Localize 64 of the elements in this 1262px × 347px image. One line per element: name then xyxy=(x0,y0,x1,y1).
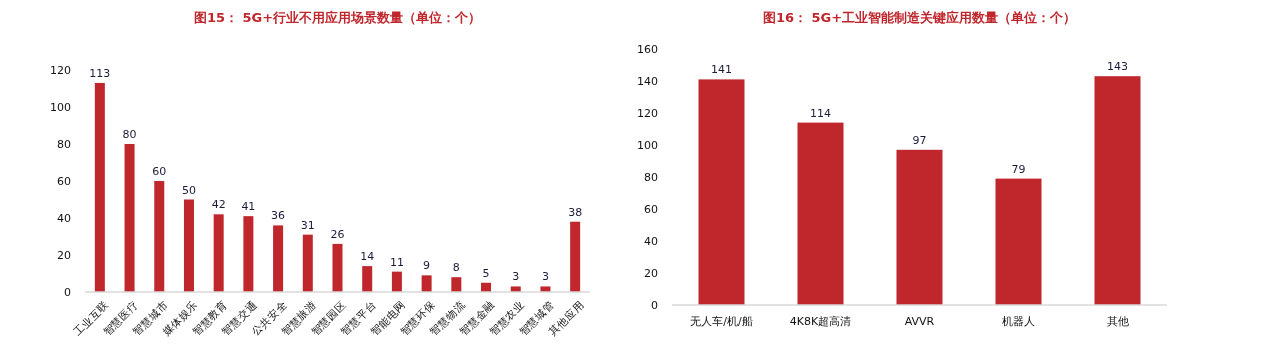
y-tick-label: 120 xyxy=(637,106,658,120)
data-label: 143 xyxy=(1107,60,1128,74)
bar xyxy=(243,216,254,292)
bar xyxy=(421,275,432,292)
data-label: 141 xyxy=(711,63,732,77)
data-label: 9 xyxy=(423,259,431,273)
data-label: 97 xyxy=(912,133,927,147)
chart-title: 图15： 5G+行业不用应用场景数量（单位：个） xyxy=(193,10,482,25)
y-tick-label: 120 xyxy=(50,63,71,77)
data-label: 5 xyxy=(482,266,490,280)
data-label: 31 xyxy=(300,218,315,232)
bar xyxy=(797,122,844,305)
data-label: 42 xyxy=(211,198,226,212)
data-label: 38 xyxy=(568,205,583,219)
bar xyxy=(698,79,745,305)
bar xyxy=(391,271,402,292)
y-tick-label: 140 xyxy=(637,74,658,88)
data-label: 3 xyxy=(512,270,520,284)
bar xyxy=(570,221,581,292)
x-tick-label: 其他 xyxy=(1106,315,1129,328)
bar xyxy=(124,144,135,292)
bar xyxy=(995,178,1042,305)
bar xyxy=(896,149,943,305)
y-tick-label: 40 xyxy=(644,234,658,248)
bar xyxy=(1094,76,1141,305)
y-tick-label: 100 xyxy=(50,100,71,114)
bar xyxy=(451,277,462,292)
bar xyxy=(302,234,313,292)
y-tick-label: 0 xyxy=(651,298,658,312)
data-label: 60 xyxy=(152,165,167,178)
chart-title: 图16： 5G+工业智能制造关键应用数量（单位：个） xyxy=(762,10,1077,25)
bar xyxy=(332,243,343,292)
data-label: 79 xyxy=(1011,162,1026,176)
data-label: 8 xyxy=(452,261,460,275)
bar xyxy=(213,214,224,292)
y-tick-label: 60 xyxy=(57,174,71,188)
y-tick-label: 20 xyxy=(57,248,71,262)
bar xyxy=(273,225,284,292)
data-label: 36 xyxy=(271,209,286,223)
data-label: 3 xyxy=(541,270,549,284)
y-tick-label: 60 xyxy=(644,202,658,216)
x-tick-label: 4K8K超高清 xyxy=(789,315,852,328)
bar xyxy=(183,199,194,292)
y-tick-label: 80 xyxy=(644,170,658,184)
bar xyxy=(94,82,105,292)
y-tick-label: 80 xyxy=(57,137,71,151)
data-label: 26 xyxy=(330,227,345,241)
data-label: 50 xyxy=(181,183,196,197)
y-tick-label: 160 xyxy=(637,42,658,56)
bar xyxy=(362,266,373,292)
data-label: 14 xyxy=(360,250,375,264)
data-label: 114 xyxy=(810,106,831,120)
y-tick-label: 20 xyxy=(644,266,658,280)
x-tick-label: 无人车/机/船 xyxy=(690,315,753,328)
y-tick-label: 100 xyxy=(637,138,658,152)
data-label: 80 xyxy=(122,128,137,141)
x-tick-label: AVVR xyxy=(904,315,935,328)
data-label: 41 xyxy=(241,200,256,214)
bar xyxy=(154,181,165,292)
data-label: 11 xyxy=(389,255,404,269)
y-tick-label: 40 xyxy=(57,211,71,225)
x-tick-label: 机器人 xyxy=(1002,315,1035,328)
data-label: 113 xyxy=(89,66,111,80)
y-tick-label: 0 xyxy=(64,285,71,299)
